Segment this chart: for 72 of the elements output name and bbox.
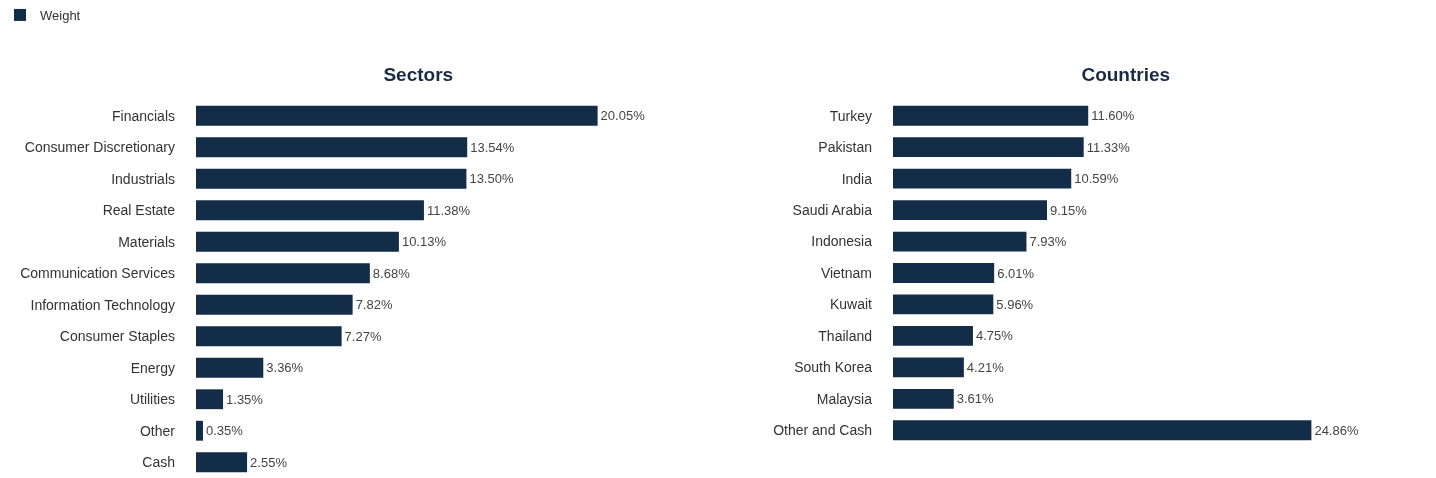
- data-label: 20.05%: [600, 108, 646, 124]
- y-tick-label: Other and Cash: [773, 422, 872, 439]
- data-label: 3.61%: [956, 391, 995, 407]
- bar: [893, 200, 1047, 220]
- y-tick-label: Consumer Staples: [59, 328, 175, 345]
- bar: [893, 326, 973, 346]
- y-tick-label: Vietnam: [820, 264, 872, 281]
- data-label: 4.21%: [966, 359, 1005, 375]
- bar: [893, 168, 1072, 189]
- bar: [196, 105, 598, 126]
- data-label: 11.38%: [426, 202, 471, 218]
- data-label: 7.82%: [355, 297, 393, 313]
- bar: [196, 263, 370, 284]
- bar: [196, 326, 342, 347]
- bar: [196, 200, 424, 221]
- data-label: 11.60%: [1091, 108, 1135, 124]
- legend-label: Weight: [40, 8, 81, 24]
- data-label: 6.01%: [997, 265, 1035, 281]
- data-label: 11.33%: [1086, 139, 1131, 155]
- bar: [196, 137, 468, 158]
- y-tick-label: Malaysia: [816, 390, 873, 407]
- y-tick-label: Communication Services: [20, 265, 175, 282]
- y-tick-label: Utilities: [129, 391, 175, 408]
- bar: [893, 388, 954, 409]
- bar: [196, 294, 353, 315]
- data-label: 10.13%: [401, 234, 447, 250]
- data-label: 13.54%: [470, 139, 515, 155]
- data-label: 1.35%: [226, 391, 264, 407]
- y-tick-label: Financials: [111, 107, 175, 124]
- y-tick-label: Indonesia: [811, 233, 873, 250]
- data-label: 3.36%: [266, 360, 304, 376]
- y-tick-label: Information Technology: [30, 296, 175, 313]
- y-tick-label: India: [841, 170, 873, 187]
- data-label: 9.15%: [1050, 202, 1088, 218]
- bar: [893, 294, 994, 315]
- bar: [893, 105, 1089, 126]
- bar: [196, 420, 204, 441]
- y-tick-label: Cash: [142, 454, 175, 471]
- bar: [893, 231, 1027, 252]
- y-tick-label: Thailand: [818, 327, 872, 344]
- data-label: 0.35%: [206, 423, 244, 439]
- y-tick-label: Materials: [118, 233, 175, 250]
- data-label: 8.68%: [372, 265, 411, 281]
- y-tick-label: Other: [139, 422, 176, 439]
- data-label: 4.75%: [975, 328, 1014, 344]
- data-label: 5.96%: [996, 296, 1034, 312]
- chart-title: Sectors: [383, 63, 454, 85]
- y-tick-label: Kuwait: [829, 296, 873, 313]
- bar: [196, 389, 224, 410]
- y-tick-label: South Korea: [794, 359, 873, 376]
- chart-title: Countries: [1081, 63, 1171, 85]
- bar: [196, 357, 264, 378]
- y-tick-label: Turkey: [829, 107, 872, 124]
- data-label: 7.27%: [344, 328, 382, 344]
- data-label: 7.93%: [1029, 234, 1067, 250]
- y-tick-label: Consumer Discretionary: [24, 139, 175, 156]
- data-label: 10.59%: [1074, 171, 1119, 187]
- data-label: 24.86%: [1314, 422, 1359, 438]
- y-tick-label: Industrials: [111, 170, 175, 187]
- bar: [893, 137, 1084, 158]
- bar: [893, 420, 1312, 441]
- bar: [196, 452, 248, 473]
- y-tick-label: Real Estate: [102, 202, 176, 219]
- data-label: 2.55%: [250, 454, 288, 470]
- bar: [893, 263, 995, 283]
- y-tick-label: Saudi Arabia: [792, 201, 873, 218]
- y-tick-label: Pakistan: [818, 139, 872, 156]
- bar: [196, 168, 467, 189]
- bar: [196, 231, 399, 252]
- y-tick-label: Energy: [130, 359, 175, 376]
- data-label: 13.50%: [469, 171, 514, 187]
- bar: [893, 357, 964, 378]
